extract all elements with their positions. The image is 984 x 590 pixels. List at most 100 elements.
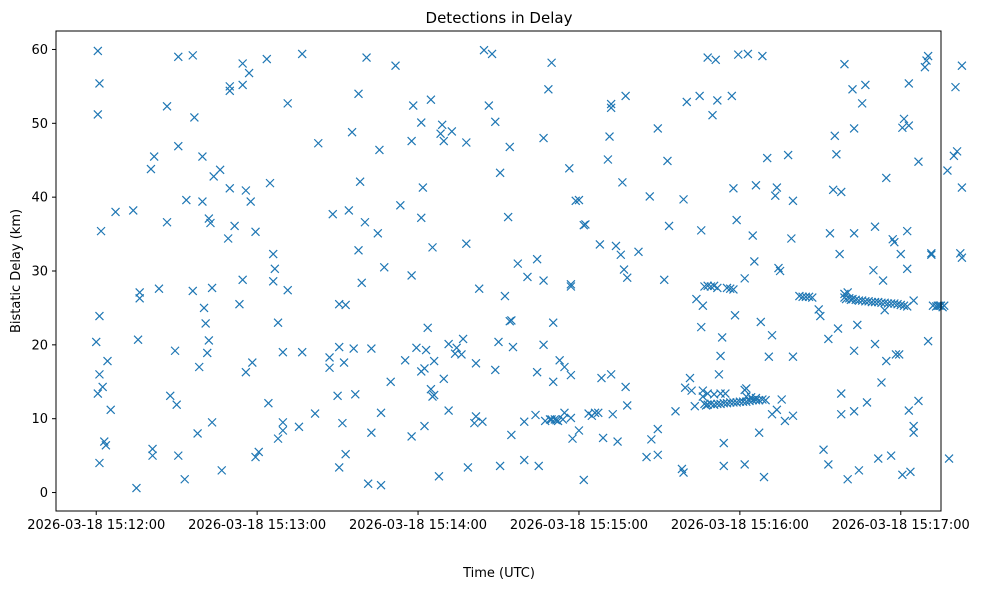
data-point-x-marker	[814, 304, 824, 314]
data-point-x-marker	[461, 138, 471, 147]
data-point-x-marker	[899, 301, 909, 311]
data-point-x-marker	[634, 247, 643, 257]
data-point-x-marker	[566, 282, 576, 291]
data-point-x-marker	[539, 340, 548, 350]
data-point-x-marker	[729, 285, 738, 294]
data-point-x-marker	[437, 120, 447, 130]
data-point-x-marker	[696, 322, 706, 332]
data-point-x-marker	[132, 483, 141, 493]
data-point-x-marker	[617, 177, 627, 187]
data-point-x-marker	[891, 350, 901, 359]
data-point-x-marker	[751, 180, 761, 190]
data-point-x-marker	[920, 62, 930, 72]
data-point-x-marker	[173, 451, 183, 461]
data-point-x-marker	[278, 347, 288, 357]
data-point-x-marker	[268, 249, 278, 259]
data-point-x-marker	[148, 444, 157, 454]
data-point-x-marker	[444, 406, 454, 415]
data-point-x-marker	[870, 222, 880, 232]
data-point-x-marker	[173, 141, 183, 151]
data-point-x-marker	[194, 362, 204, 372]
data-point-x-marker	[350, 389, 360, 399]
data-point-x-marker	[881, 356, 891, 366]
data-point-x-marker	[558, 415, 568, 424]
data-point-x-marker	[539, 133, 548, 143]
data-point-x-marker	[408, 101, 418, 111]
data-point-x-marker	[595, 239, 605, 249]
data-point-x-marker	[906, 467, 915, 477]
data-point-x-marker	[938, 302, 948, 312]
data-point-x-marker	[376, 408, 386, 418]
data-point-x-marker	[664, 221, 674, 231]
data-point-x-marker	[334, 342, 344, 352]
data-point-x-marker	[735, 397, 745, 407]
data-point-x-marker	[495, 461, 505, 471]
data-point-x-marker	[225, 81, 235, 91]
data-point-x-marker	[825, 228, 835, 238]
data-point-x-marker	[548, 377, 558, 387]
data-point-x-marker	[457, 350, 466, 359]
data-point-x-marker	[593, 408, 603, 418]
data-point-x-marker	[423, 323, 433, 333]
data-point-x-marker	[428, 242, 437, 252]
data-point-x-marker	[767, 330, 777, 340]
data-point-x-marker	[474, 284, 484, 294]
data-point-x-marker	[828, 185, 838, 195]
data-point-x-marker	[354, 245, 363, 255]
data-point-x-marker	[740, 273, 750, 283]
data-point-x-marker	[926, 248, 936, 258]
data-point-x-marker	[241, 186, 251, 195]
data-point-x-marker	[714, 369, 724, 379]
data-point-x-marker	[904, 406, 914, 415]
data-point-x-marker	[325, 363, 334, 373]
data-points	[91, 45, 967, 493]
data-point-x-marker	[836, 389, 846, 399]
data-point-x-marker	[207, 417, 217, 427]
data-point-x-marker	[553, 416, 563, 426]
data-point-x-marker	[923, 51, 933, 61]
data-point-x-marker	[703, 400, 713, 410]
y-tick-label: 40	[31, 191, 48, 206]
data-point-x-marker	[503, 212, 513, 222]
data-point-x-marker	[902, 226, 912, 236]
data-point-x-marker	[949, 151, 959, 161]
data-point-x-marker	[682, 97, 692, 107]
data-point-x-marker	[770, 191, 780, 201]
data-point-x-marker	[703, 281, 713, 291]
data-point-x-marker	[849, 346, 859, 356]
data-point-x-marker	[98, 382, 108, 392]
data-point-x-marker	[951, 82, 960, 92]
data-point-x-marker	[283, 98, 293, 108]
data-point-x-marker	[798, 292, 808, 302]
data-point-x-marker	[608, 409, 618, 419]
data-point-x-marker	[251, 227, 260, 237]
data-point-x-marker	[730, 310, 740, 320]
data-point-x-marker	[444, 339, 454, 349]
data-point-x-marker	[815, 311, 825, 321]
data-point-x-marker	[436, 129, 445, 139]
data-point-x-marker	[238, 59, 248, 68]
data-point-x-marker	[579, 220, 589, 230]
data-point-x-marker	[680, 383, 690, 393]
data-point-x-marker	[849, 228, 859, 238]
data-point-x-marker	[756, 317, 766, 327]
data-point-x-marker	[698, 301, 708, 311]
data-point-x-marker	[416, 118, 426, 127]
data-point-x-marker	[225, 86, 235, 96]
data-point-x-marker	[732, 215, 742, 225]
data-point-x-marker	[230, 221, 240, 231]
y-tick-label: 0	[40, 486, 48, 501]
data-point-x-marker	[349, 344, 359, 353]
data-point-x-marker	[909, 421, 919, 431]
x-tick-label: 2026-03-18 15:15:00	[510, 518, 648, 533]
data-point-x-marker	[172, 400, 182, 410]
data-point-x-marker	[619, 265, 629, 274]
data-point-x-marker	[729, 183, 738, 193]
data-point-x-marker	[273, 434, 283, 444]
data-point-x-marker	[889, 237, 899, 247]
data-point-x-marker	[418, 183, 428, 192]
data-point-x-marker	[836, 187, 846, 197]
data-point-x-marker	[894, 350, 904, 359]
data-point-x-marker	[764, 352, 774, 362]
data-point-x-marker	[452, 343, 462, 353]
